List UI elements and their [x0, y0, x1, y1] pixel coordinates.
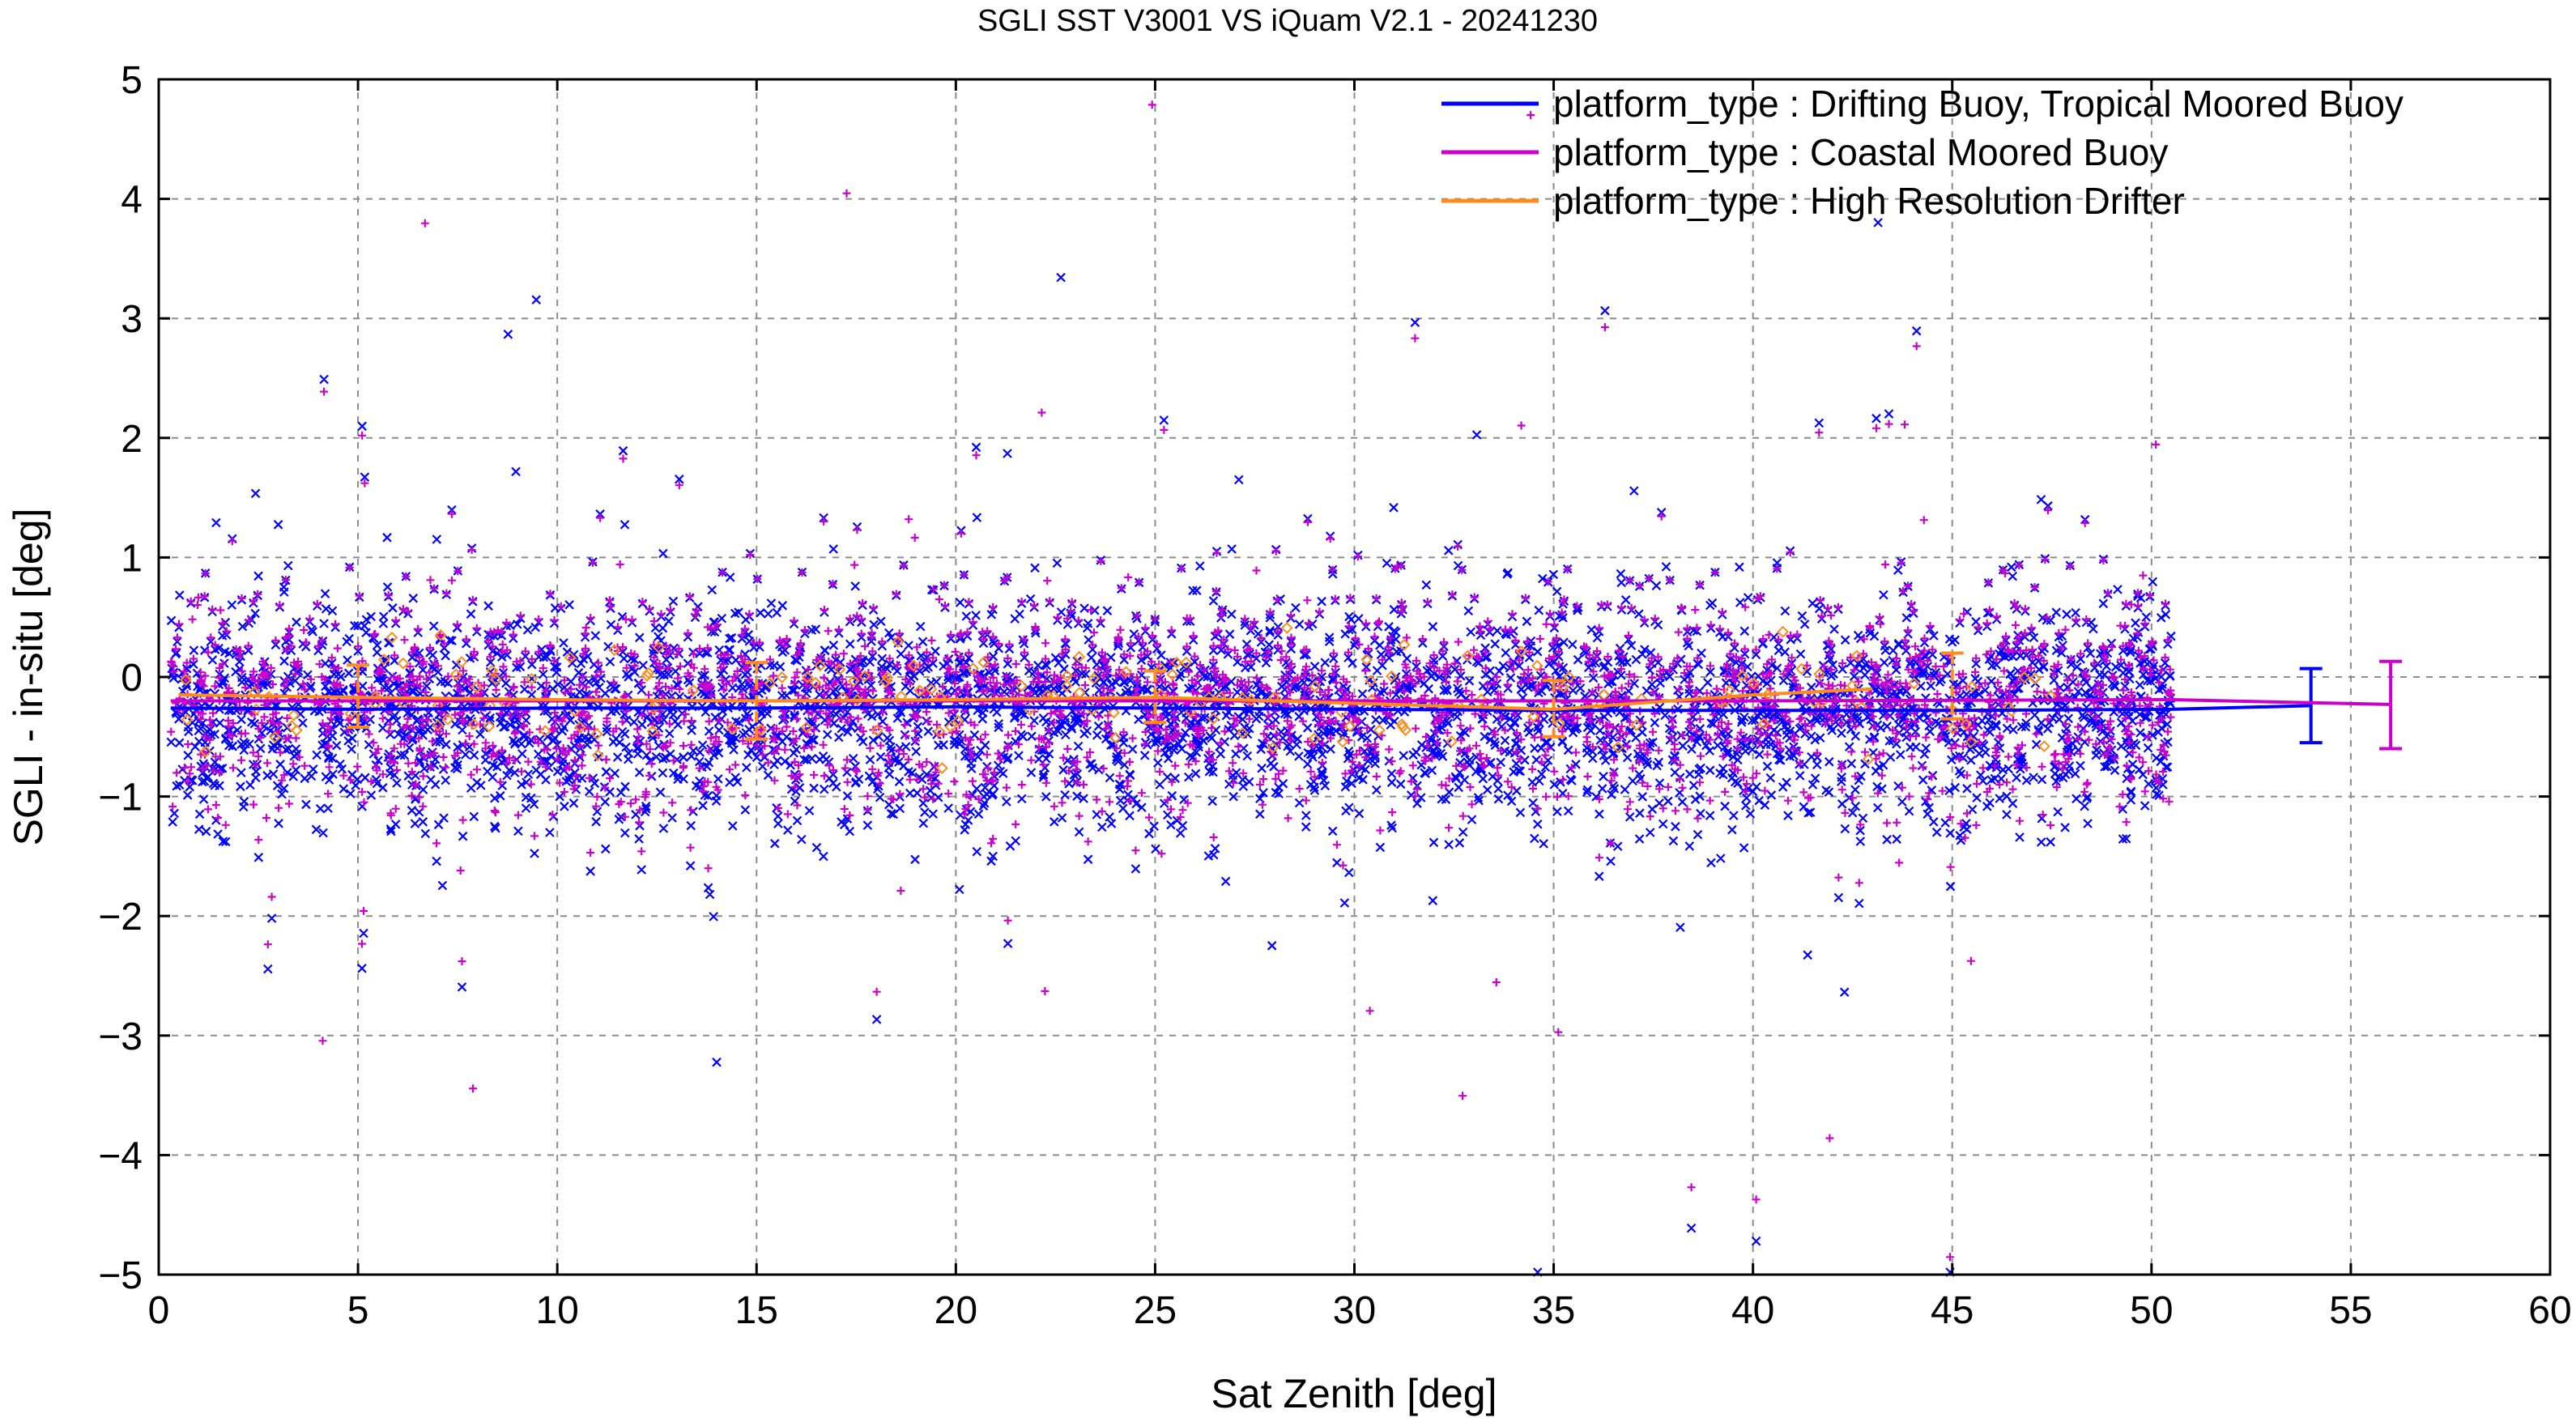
x-tick-label: 10 — [535, 1289, 578, 1332]
y-tick-label: −2 — [98, 896, 143, 939]
legend-label: platform_type : Coastal Moored Buoy — [1553, 131, 2168, 173]
series-markers — [167, 100, 2175, 1262]
x-axis-label: Sat Zenith [deg] — [1211, 1371, 1497, 1416]
y-axis-label: SGLI - in-situ [deg] — [6, 509, 51, 846]
x-tick-label: 5 — [347, 1289, 369, 1332]
x-tick-label: 0 — [148, 1289, 170, 1332]
series-coastal-moored-points — [167, 100, 2175, 1262]
x-tick-label: 15 — [735, 1289, 778, 1332]
y-tick-label: 1 — [121, 537, 143, 580]
chart-title: SGLI SST V3001 VS iQuam V2.1 - 20241230 — [977, 4, 1598, 38]
series-mean-line — [178, 687, 1873, 711]
y-tick-label: 3 — [121, 298, 143, 341]
legend-label: platform_type : High Resolution Drifter — [1553, 180, 2185, 222]
y-tick-label: −1 — [98, 777, 143, 820]
x-tick-label: 30 — [1333, 1289, 1376, 1332]
x-tick-label: 45 — [1931, 1289, 1974, 1332]
y-tick-label: −5 — [98, 1254, 143, 1297]
x-tick-label: 40 — [1731, 1289, 1774, 1332]
x-tick-label: 25 — [1134, 1289, 1177, 1332]
series-mean-lines — [170, 651, 2403, 751]
y-tick-label: 4 — [121, 179, 143, 222]
series-mean-line — [170, 704, 2311, 713]
series-markers — [180, 621, 2057, 774]
legend-label: platform_type : Drifting Buoy, Tropical … — [1553, 83, 2404, 125]
series-high-resolution-drifter-points — [180, 621, 2057, 774]
x-tick-label: 60 — [2528, 1289, 2571, 1332]
grid — [159, 79, 2550, 1275]
y-tick-label: −3 — [98, 1015, 143, 1058]
x-tick-label: 50 — [2130, 1289, 2173, 1332]
series-drifting-buoy-points — [166, 218, 2176, 1277]
y-tick-label: −4 — [98, 1135, 143, 1177]
y-tick-label: 0 — [121, 657, 143, 700]
series-markers — [166, 218, 2176, 1277]
y-tick-label: 2 — [121, 418, 143, 461]
y-tick-label: 5 — [121, 59, 143, 102]
legend: platform_type : Drifting Buoy, Tropical … — [1441, 83, 2404, 222]
x-tick-label: 20 — [935, 1289, 977, 1332]
x-tick-label: 55 — [2329, 1289, 2372, 1332]
x-tick-label: 35 — [1532, 1289, 1575, 1332]
